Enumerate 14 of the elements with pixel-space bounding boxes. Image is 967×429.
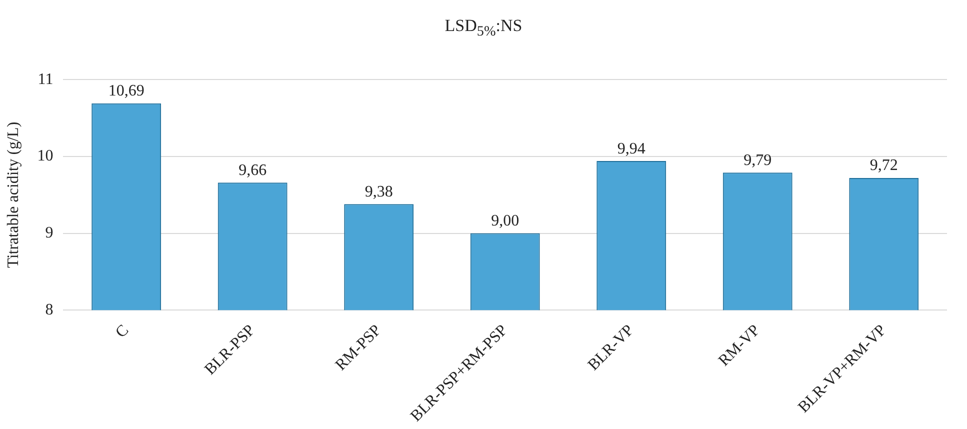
y-tick-label: 9 <box>45 224 54 242</box>
data-label: 9,66 <box>238 162 267 179</box>
data-label: 10,69 <box>108 82 144 100</box>
x-tick-label: C <box>112 322 132 342</box>
y-axis-title: Titratable acidity (g/L) <box>4 122 22 268</box>
data-label: 9,94 <box>617 140 646 158</box>
data-label: 9,00 <box>491 212 520 230</box>
y-tick-label: 10 <box>37 148 54 165</box>
y-tick-label: 8 <box>45 301 54 318</box>
chart-title: LSD$_{5%}$:NS <box>444 16 524 40</box>
y-tick-label: 11 <box>38 70 54 88</box>
data-label: 9,72 <box>870 157 898 174</box>
data-label: 9,79 <box>744 152 772 169</box>
data-label: 9,38 <box>364 183 393 200</box>
